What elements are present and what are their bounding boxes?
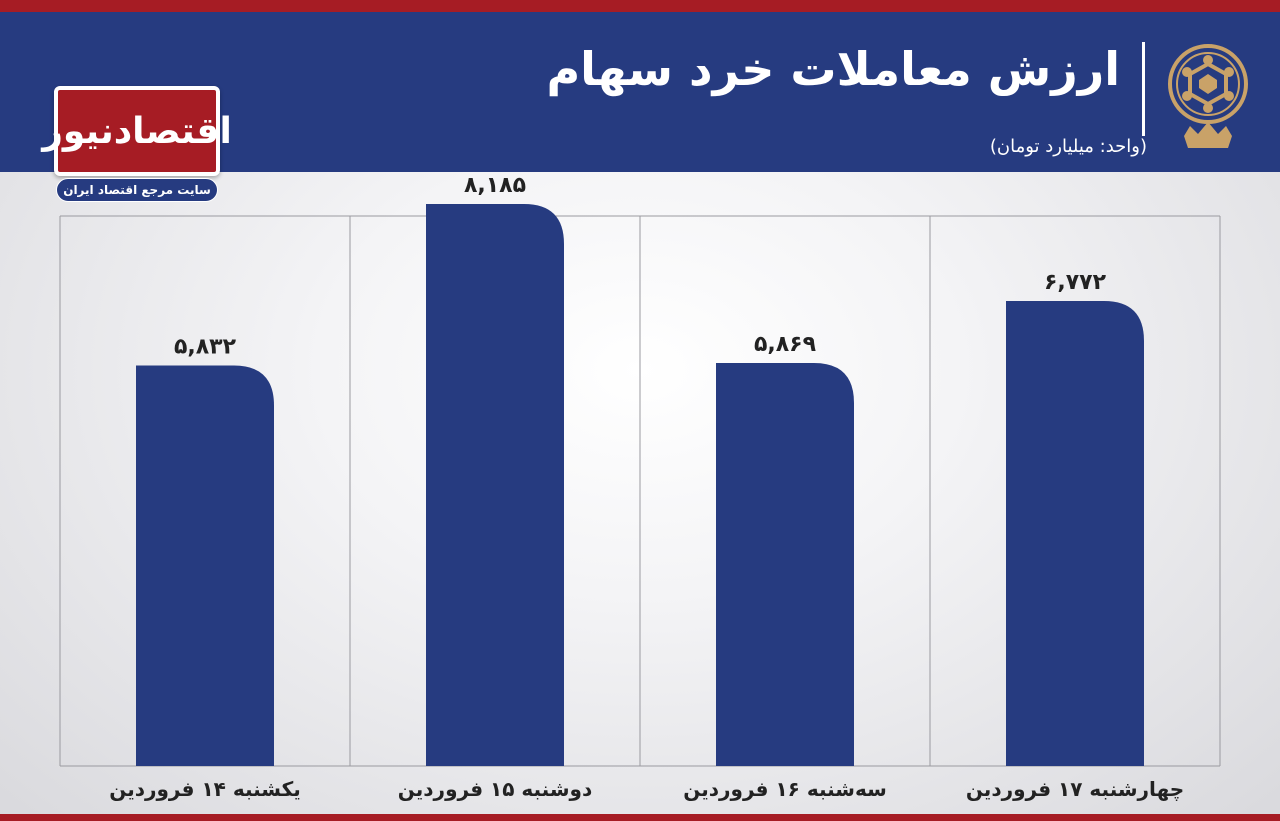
category-label: دوشنبه ۱۵ فروردین — [398, 777, 592, 801]
bar-value-label: ۵,۸۳۲ — [174, 335, 237, 360]
chart-bars — [136, 203, 1144, 767]
chart-labels: ۵,۸۳۲ یکشنبه ۱۴ فروردین ۸,۱۸۵ دوشنبه ۱۵ فرو… — [109, 173, 1184, 802]
bar-value-label: ۶,۷۷۲ — [1044, 270, 1107, 295]
brand-logo: اقتصادنیوز — [42, 86, 232, 176]
category-label: یکشنبه ۱۴ فروردین — [109, 777, 301, 801]
bottom-stripe — [0, 814, 1280, 821]
category-label: چهارشنبه ۱۷ فروردین — [966, 777, 1184, 802]
top-stripe — [0, 0, 1280, 12]
bar-value-label: ۵,۸۶۹ — [754, 332, 816, 357]
unit-label: (واحد: میلیارد تومان) — [989, 136, 1147, 157]
category-label: سه‌شنبه ۱۶ فروردین — [683, 777, 887, 801]
bar — [1006, 300, 1144, 766]
exchange-emblem-icon — [1168, 44, 1248, 148]
bar — [136, 365, 274, 766]
brand-tagline: سایت مرجع اقتصاد ایران — [56, 178, 218, 202]
page-title: ارزش معاملات خرد سهام — [546, 42, 1120, 96]
bar-value-label: ۸,۱۸۵ — [464, 173, 526, 198]
bar — [716, 362, 854, 766]
title-divider — [1142, 42, 1145, 136]
bar — [426, 203, 564, 767]
